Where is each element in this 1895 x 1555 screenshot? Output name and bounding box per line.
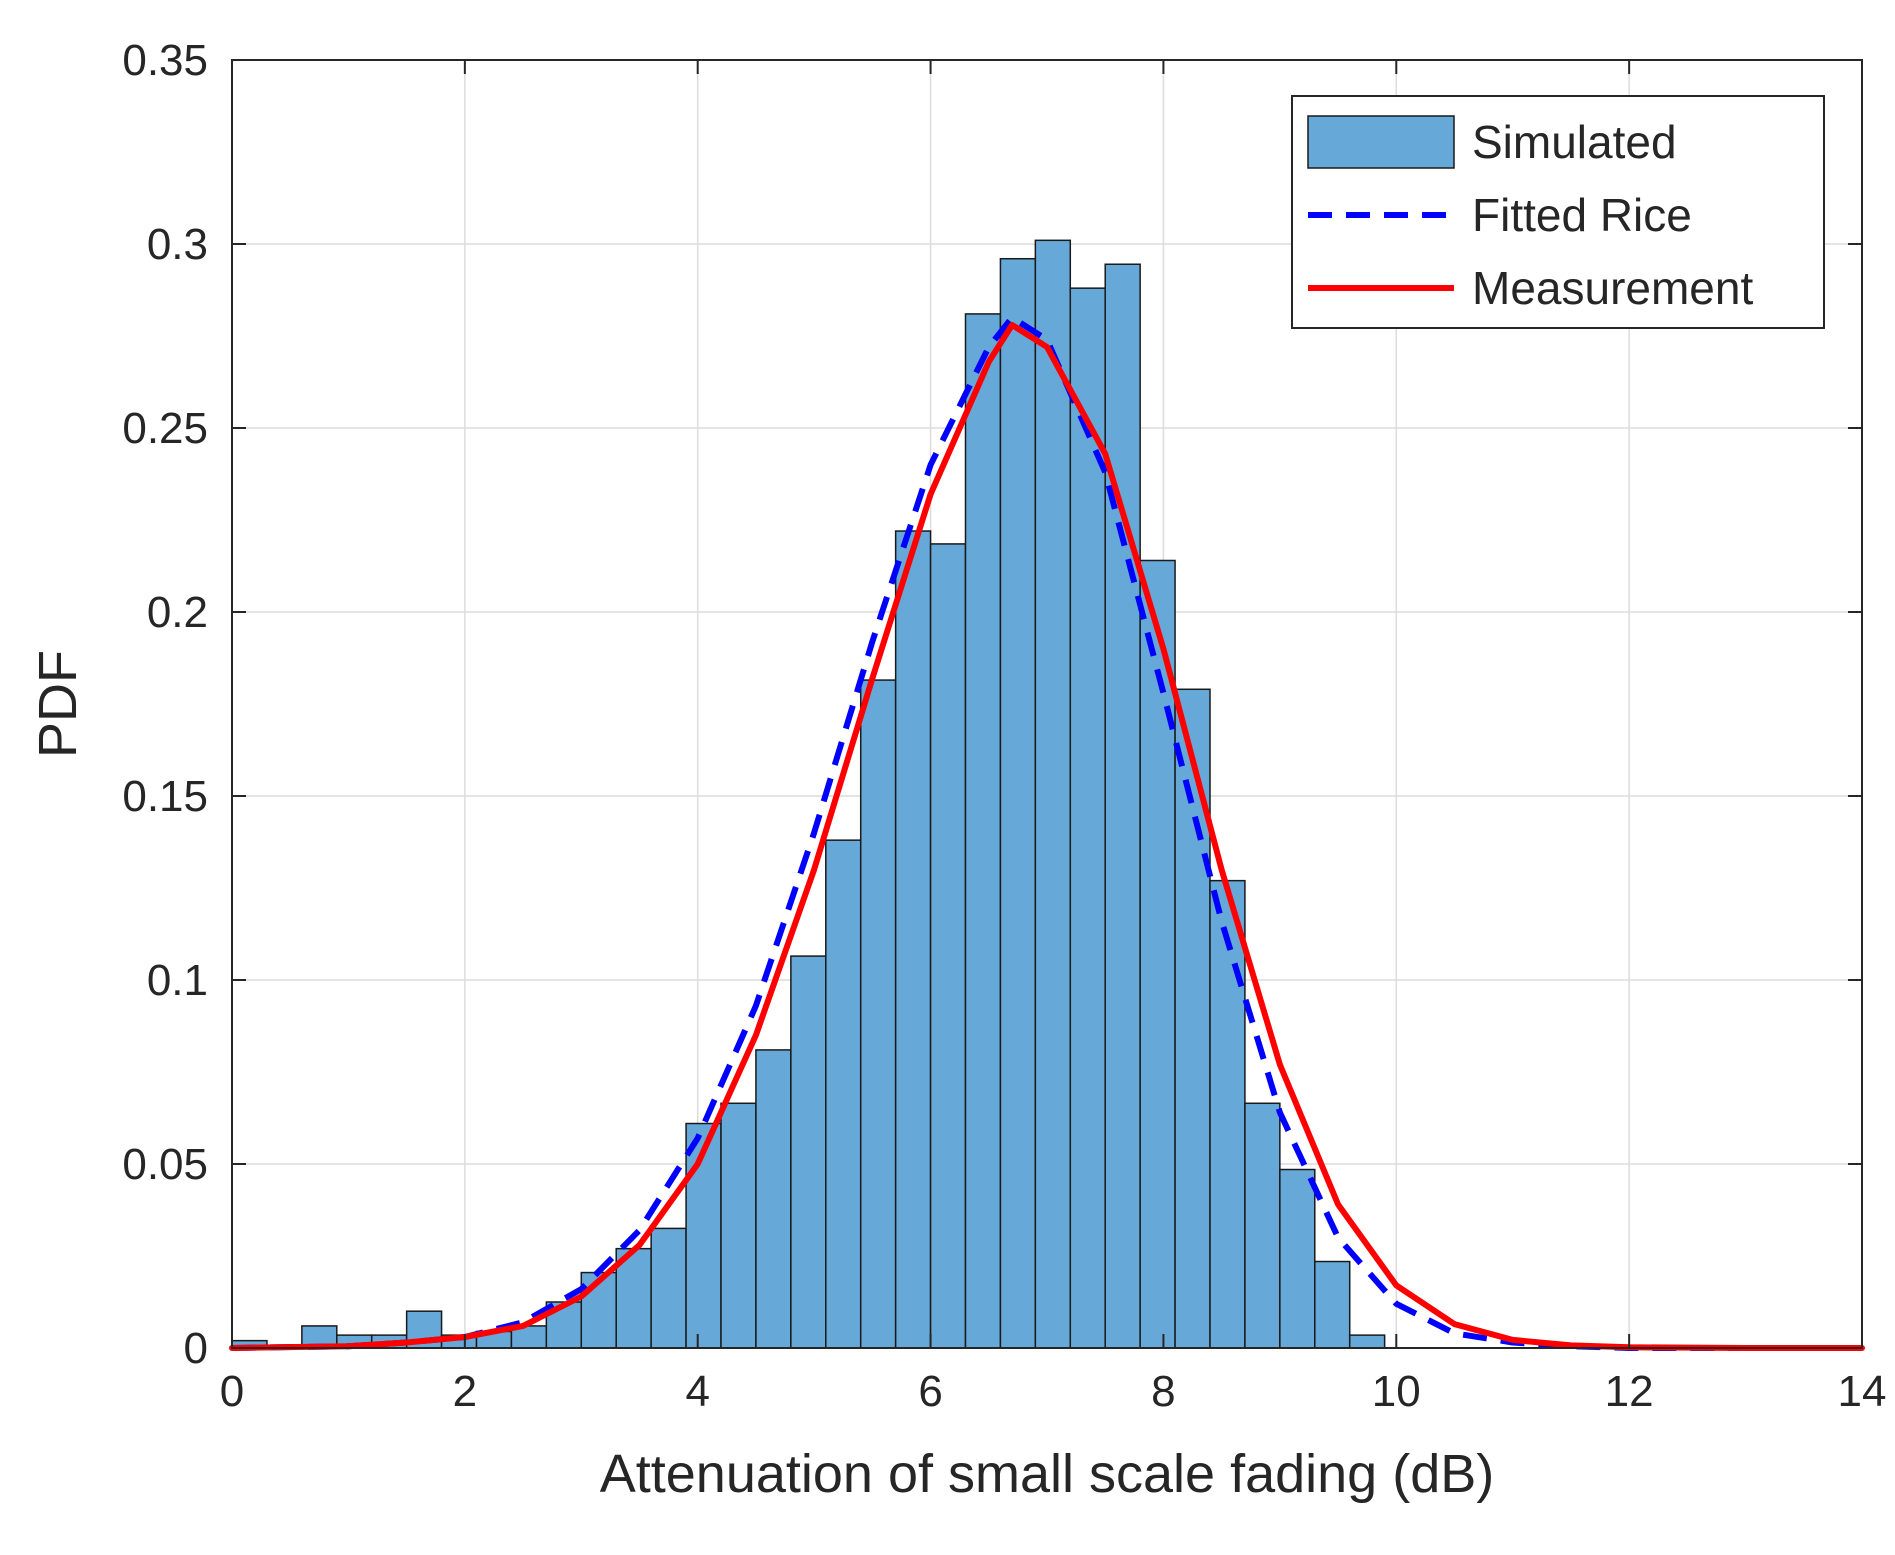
- line-measurement: [229, 322, 1865, 1351]
- histogram-bar: [1314, 1260, 1351, 1349]
- y-axis-title: PDF: [28, 650, 88, 758]
- histogram-bar: [720, 1102, 757, 1349]
- histogram-bar: [650, 1227, 687, 1349]
- histogram-bar: [825, 839, 862, 1349]
- legend-swatch-simulated: [1307, 115, 1455, 169]
- x-tick-label: 4: [685, 1367, 709, 1416]
- histogram-bar: [685, 1122, 722, 1349]
- x-tick-label: 12: [1605, 1367, 1654, 1416]
- x-tick-label: 2: [453, 1367, 477, 1416]
- histogram-bar: [1279, 1168, 1316, 1349]
- histogram-bar: [755, 1049, 792, 1349]
- histogram-bar: [929, 543, 967, 1349]
- legend-label-simulated: Simulated: [1472, 116, 1677, 168]
- legend-label-fitted-rice: Fitted Rice: [1472, 189, 1692, 241]
- y-tick-label: 0: [184, 1324, 208, 1373]
- histogram-bar: [615, 1247, 652, 1349]
- histogram-bar: [1348, 1334, 1386, 1349]
- histogram-bar: [1209, 879, 1246, 1349]
- y-tick-label: 0.1: [147, 956, 208, 1005]
- y-tick-label: 0.35: [122, 36, 208, 85]
- legend: Simulated Fitted Rice Measurement: [1291, 95, 1825, 329]
- histogram-bar: [1104, 263, 1141, 1349]
- x-tick-label: 14: [1838, 1367, 1887, 1416]
- y-tick-label: 0.2: [147, 588, 208, 637]
- histogram-bar: [999, 257, 1037, 1349]
- x-tick-label: 0: [220, 1367, 244, 1416]
- histogram-bar: [1244, 1102, 1281, 1349]
- histogram-bar: [859, 679, 897, 1349]
- histogram-bar: [964, 313, 1002, 1349]
- histogram-bar: [1034, 239, 1072, 1349]
- legend-label-measurement: Measurement: [1472, 262, 1753, 314]
- x-tick-label: 8: [1151, 1367, 1175, 1416]
- histogram-bar: [894, 530, 932, 1349]
- y-tick-label: 0.15: [122, 772, 208, 821]
- axes: [231, 59, 1863, 1349]
- x-tick-label: 10: [1372, 1367, 1421, 1416]
- axes-frame: [231, 59, 1863, 1349]
- histogram-bar: [1174, 688, 1211, 1349]
- y-tick-label: 0.25: [122, 404, 208, 453]
- y-tick-label: 0.3: [147, 220, 208, 269]
- histogram-bar: [790, 955, 827, 1349]
- tick-labels: 0 2 4 6 8 10 12 14 0 0.05 0.1 0.15 0.2 0.25 0.3 0.35: [122, 36, 1886, 1416]
- x-axis-title: Attenuation of small scale fading (dB): [600, 1444, 1494, 1504]
- line-fitted-rice: [231, 314, 1862, 1351]
- y-tick-label: 0.05: [122, 1140, 208, 1189]
- curve-lines: [229, 314, 1865, 1351]
- x-tick-label: 6: [918, 1367, 942, 1416]
- histogram-bars: [231, 239, 1386, 1349]
